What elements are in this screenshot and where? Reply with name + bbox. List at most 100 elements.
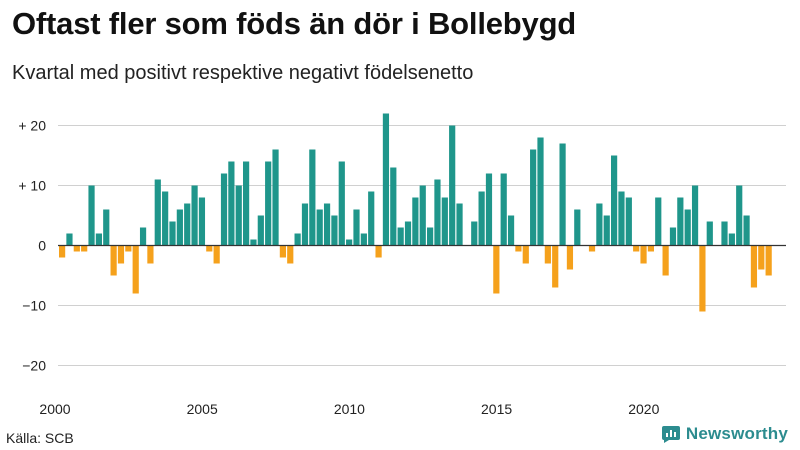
- bar-positive: [743, 215, 750, 246]
- bar-positive: [500, 173, 507, 246]
- chart-title: Oftast fler som föds än dör i Bollebygd: [12, 6, 577, 41]
- bar-negative: [110, 245, 117, 276]
- bar-negative: [699, 245, 706, 312]
- bar-positive: [618, 191, 625, 246]
- bar-positive: [360, 233, 367, 246]
- bar-positive: [669, 227, 677, 246]
- bar-positive: [154, 179, 161, 246]
- bar-negative: [588, 245, 596, 252]
- bar-positive: [434, 179, 441, 246]
- bar-positive: [228, 161, 235, 246]
- bar-positive: [353, 209, 360, 246]
- bar-positive: [706, 221, 713, 246]
- bar-positive: [625, 197, 632, 246]
- bar-positive: [456, 203, 463, 246]
- brand-logo: Newsworthy: [661, 424, 788, 444]
- y-tick-label: 0: [38, 238, 46, 254]
- bar-positive: [404, 221, 412, 246]
- y-tick-label: + 20: [18, 118, 46, 134]
- bar-positive: [191, 185, 198, 246]
- bar-negative: [287, 245, 294, 264]
- x-tick-label: 2000: [39, 401, 70, 417]
- bar-negative: [765, 245, 772, 276]
- bar-positive: [139, 227, 147, 246]
- bar-positive: [294, 233, 301, 246]
- y-tick-label: −20: [22, 358, 46, 374]
- bar-positive: [103, 209, 110, 246]
- bar-positive: [88, 185, 95, 246]
- bar-positive: [169, 221, 176, 246]
- bar-positive: [507, 215, 515, 246]
- bar-negative: [647, 245, 654, 252]
- bar-positive: [721, 221, 728, 246]
- bar-positive: [257, 215, 264, 246]
- bar-positive: [272, 149, 279, 246]
- bar-positive: [603, 215, 610, 246]
- bar-positive: [691, 185, 699, 246]
- bar-positive: [323, 203, 331, 246]
- bar-positive: [338, 161, 345, 246]
- bar-positive: [184, 203, 191, 246]
- source-note: Källa: SCB: [6, 430, 74, 446]
- bar-chart: + 20 + 10 0 −10 −20 2000 2005 2010 2015 2020: [18, 113, 786, 417]
- bar-negative: [73, 245, 80, 252]
- bar-positive: [596, 203, 603, 246]
- bar-positive: [530, 149, 537, 246]
- y-tick-label: −10: [22, 298, 46, 314]
- bar-negative: [132, 245, 139, 294]
- bar-positive: [368, 191, 375, 246]
- bar-positive: [346, 239, 353, 246]
- bar-positive: [382, 113, 390, 246]
- bar-positive: [176, 209, 183, 246]
- bar-positive: [331, 215, 338, 246]
- bar-negative: [640, 245, 647, 264]
- bar-negative: [375, 245, 382, 258]
- bar-positive: [478, 191, 485, 246]
- bar-positive: [66, 233, 73, 246]
- bar-positive: [265, 161, 272, 246]
- bar-negative: [515, 245, 522, 252]
- x-tick-label: 2015: [481, 401, 512, 417]
- bar-positive: [419, 185, 426, 246]
- y-tick-label: + 10: [18, 178, 46, 194]
- bar-positive: [316, 209, 323, 246]
- bar-positive: [412, 197, 419, 246]
- bar-positive: [309, 149, 316, 246]
- bar-negative: [522, 245, 529, 264]
- bar-negative: [213, 245, 220, 264]
- bar-negative: [662, 245, 669, 276]
- bar-positive: [390, 167, 397, 246]
- bar-negative: [59, 245, 66, 258]
- bar-negative: [81, 245, 88, 252]
- bar-positive: [449, 125, 456, 246]
- bar-positive: [471, 221, 478, 246]
- bar-positive: [243, 161, 250, 246]
- bar-positive: [677, 197, 684, 246]
- bar-positive: [301, 203, 309, 246]
- bar-negative: [552, 245, 559, 288]
- bar-negative: [758, 245, 765, 270]
- bar-negative: [566, 245, 574, 270]
- bar-positive: [611, 155, 618, 246]
- bar-negative: [279, 245, 286, 258]
- bar-positive: [559, 143, 566, 246]
- bar-positive: [427, 227, 434, 246]
- bar-positive: [485, 173, 493, 246]
- bar-positive: [728, 233, 735, 246]
- x-tick-label: 2010: [334, 401, 365, 417]
- bar-positive: [655, 197, 662, 246]
- bar-positive: [684, 209, 691, 246]
- bar-negative: [493, 245, 500, 294]
- bar-negative: [147, 245, 154, 264]
- bar-positive: [198, 197, 206, 246]
- chart-bubble-icon: [661, 426, 680, 443]
- bar-positive: [250, 239, 257, 246]
- bar-negative: [544, 245, 551, 264]
- bar-negative: [750, 245, 758, 288]
- bar-positive: [397, 227, 404, 246]
- chart-subtitle: Kvartal med positivt respektive negativt…: [12, 62, 474, 84]
- bar-negative: [117, 245, 125, 264]
- x-tick-label: 2005: [187, 401, 218, 417]
- x-tick-label: 2020: [628, 401, 659, 417]
- bar-negative: [633, 245, 640, 252]
